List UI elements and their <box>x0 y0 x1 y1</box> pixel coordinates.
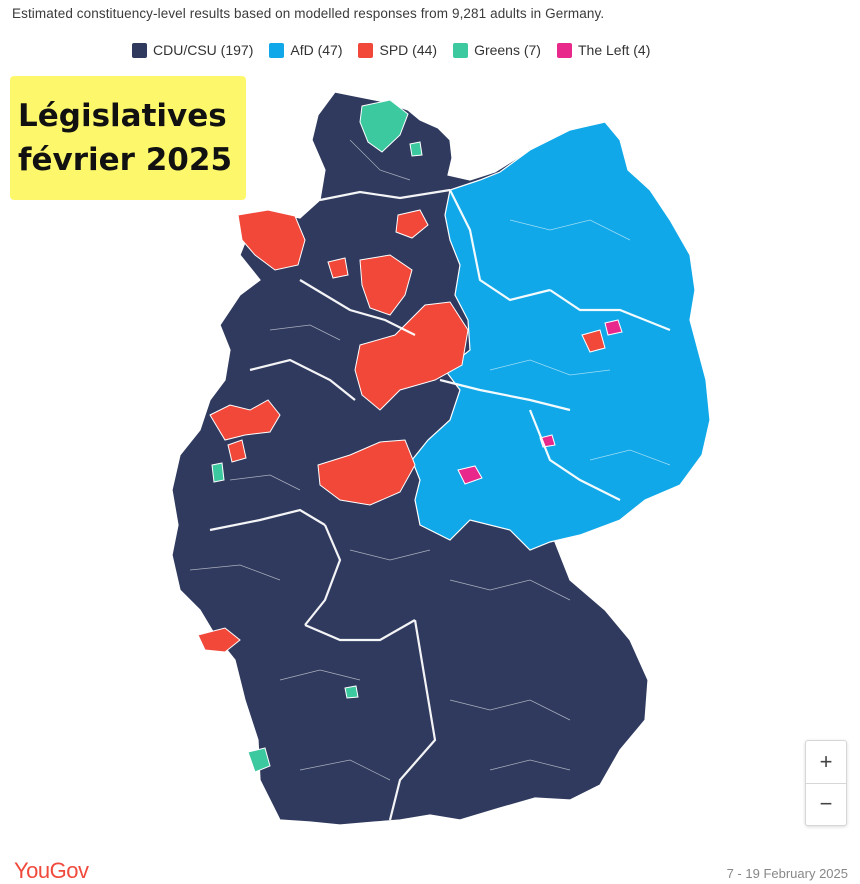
region-spd-hanover[interactable] <box>359 254 413 316</box>
region-spd-rhineland[interactable] <box>227 439 247 463</box>
legend-item-spd: SPD (44) <box>358 42 437 58</box>
legend-item-greens: Greens (7) <box>453 42 541 58</box>
zoom-out-button[interactable]: − <box>819 791 833 817</box>
legend-swatch-afd <box>269 42 285 58</box>
region-left-erfurt[interactable] <box>457 465 483 485</box>
region-greens-cologne[interactable] <box>211 462 225 483</box>
region-spd-bremen[interactable] <box>327 257 349 279</box>
region-greens-stuttgart[interactable] <box>344 685 359 699</box>
germany-map-svg[interactable] <box>150 80 720 840</box>
zoom-divider <box>806 782 846 784</box>
constituency-lines <box>189 139 671 781</box>
legend-swatch-greens <box>453 42 469 58</box>
legend: CDU/CSU (197) AfD (47) SPD (44) Greens (… <box>132 42 650 58</box>
legend-swatch-spd <box>358 42 374 58</box>
region-spd-saarland[interactable] <box>197 627 241 653</box>
legend-label-afd: AfD (47) <box>290 42 343 58</box>
legend-item-cdu: CDU/CSU (197) <box>132 42 253 58</box>
zoom-control: + − <box>805 740 847 826</box>
germany-map[interactable] <box>150 80 720 840</box>
region-greens-north[interactable] <box>359 99 409 153</box>
legend-label-spd: SPD (44) <box>379 42 438 58</box>
survey-date: 7 - 19 February 2025 <box>726 866 848 881</box>
yougov-logo: YouGov <box>14 858 89 883</box>
legend-label-left: The Left (4) <box>577 42 651 58</box>
region-spd-ruhr[interactable] <box>209 399 281 441</box>
legend-label-cdu: CDU/CSU (197) <box>153 42 254 58</box>
map-subtitle: Estimated constituency-level results bas… <box>12 6 605 21</box>
zoom-in-button[interactable]: + <box>819 748 833 774</box>
region-spd-berlin[interactable] <box>581 329 606 353</box>
overlay-title-line2: février 2025 <box>18 142 233 178</box>
legend-swatch-cdu <box>132 42 147 58</box>
region-spd-hamburg[interactable] <box>395 209 429 239</box>
overlay-title-line1: Législatives <box>18 98 227 134</box>
region-spd-hesse[interactable] <box>317 439 416 506</box>
legend-item-afd: AfD (47) <box>269 42 342 58</box>
region-left-berlin[interactable] <box>604 319 623 336</box>
legend-swatch-left <box>556 42 572 58</box>
legend-label-greens: Greens (7) <box>474 42 541 58</box>
region-greens-hamburg[interactable] <box>409 141 423 157</box>
region-spd-northwest[interactable] <box>237 209 306 271</box>
overlay-title-box: Législatives février 2025 <box>10 76 246 200</box>
state-borders <box>209 188 671 821</box>
legend-item-left: The Left (4) <box>556 42 651 58</box>
region-greens-freiburg[interactable] <box>247 747 271 773</box>
region-spd-lowersaxony[interactable] <box>354 301 469 411</box>
